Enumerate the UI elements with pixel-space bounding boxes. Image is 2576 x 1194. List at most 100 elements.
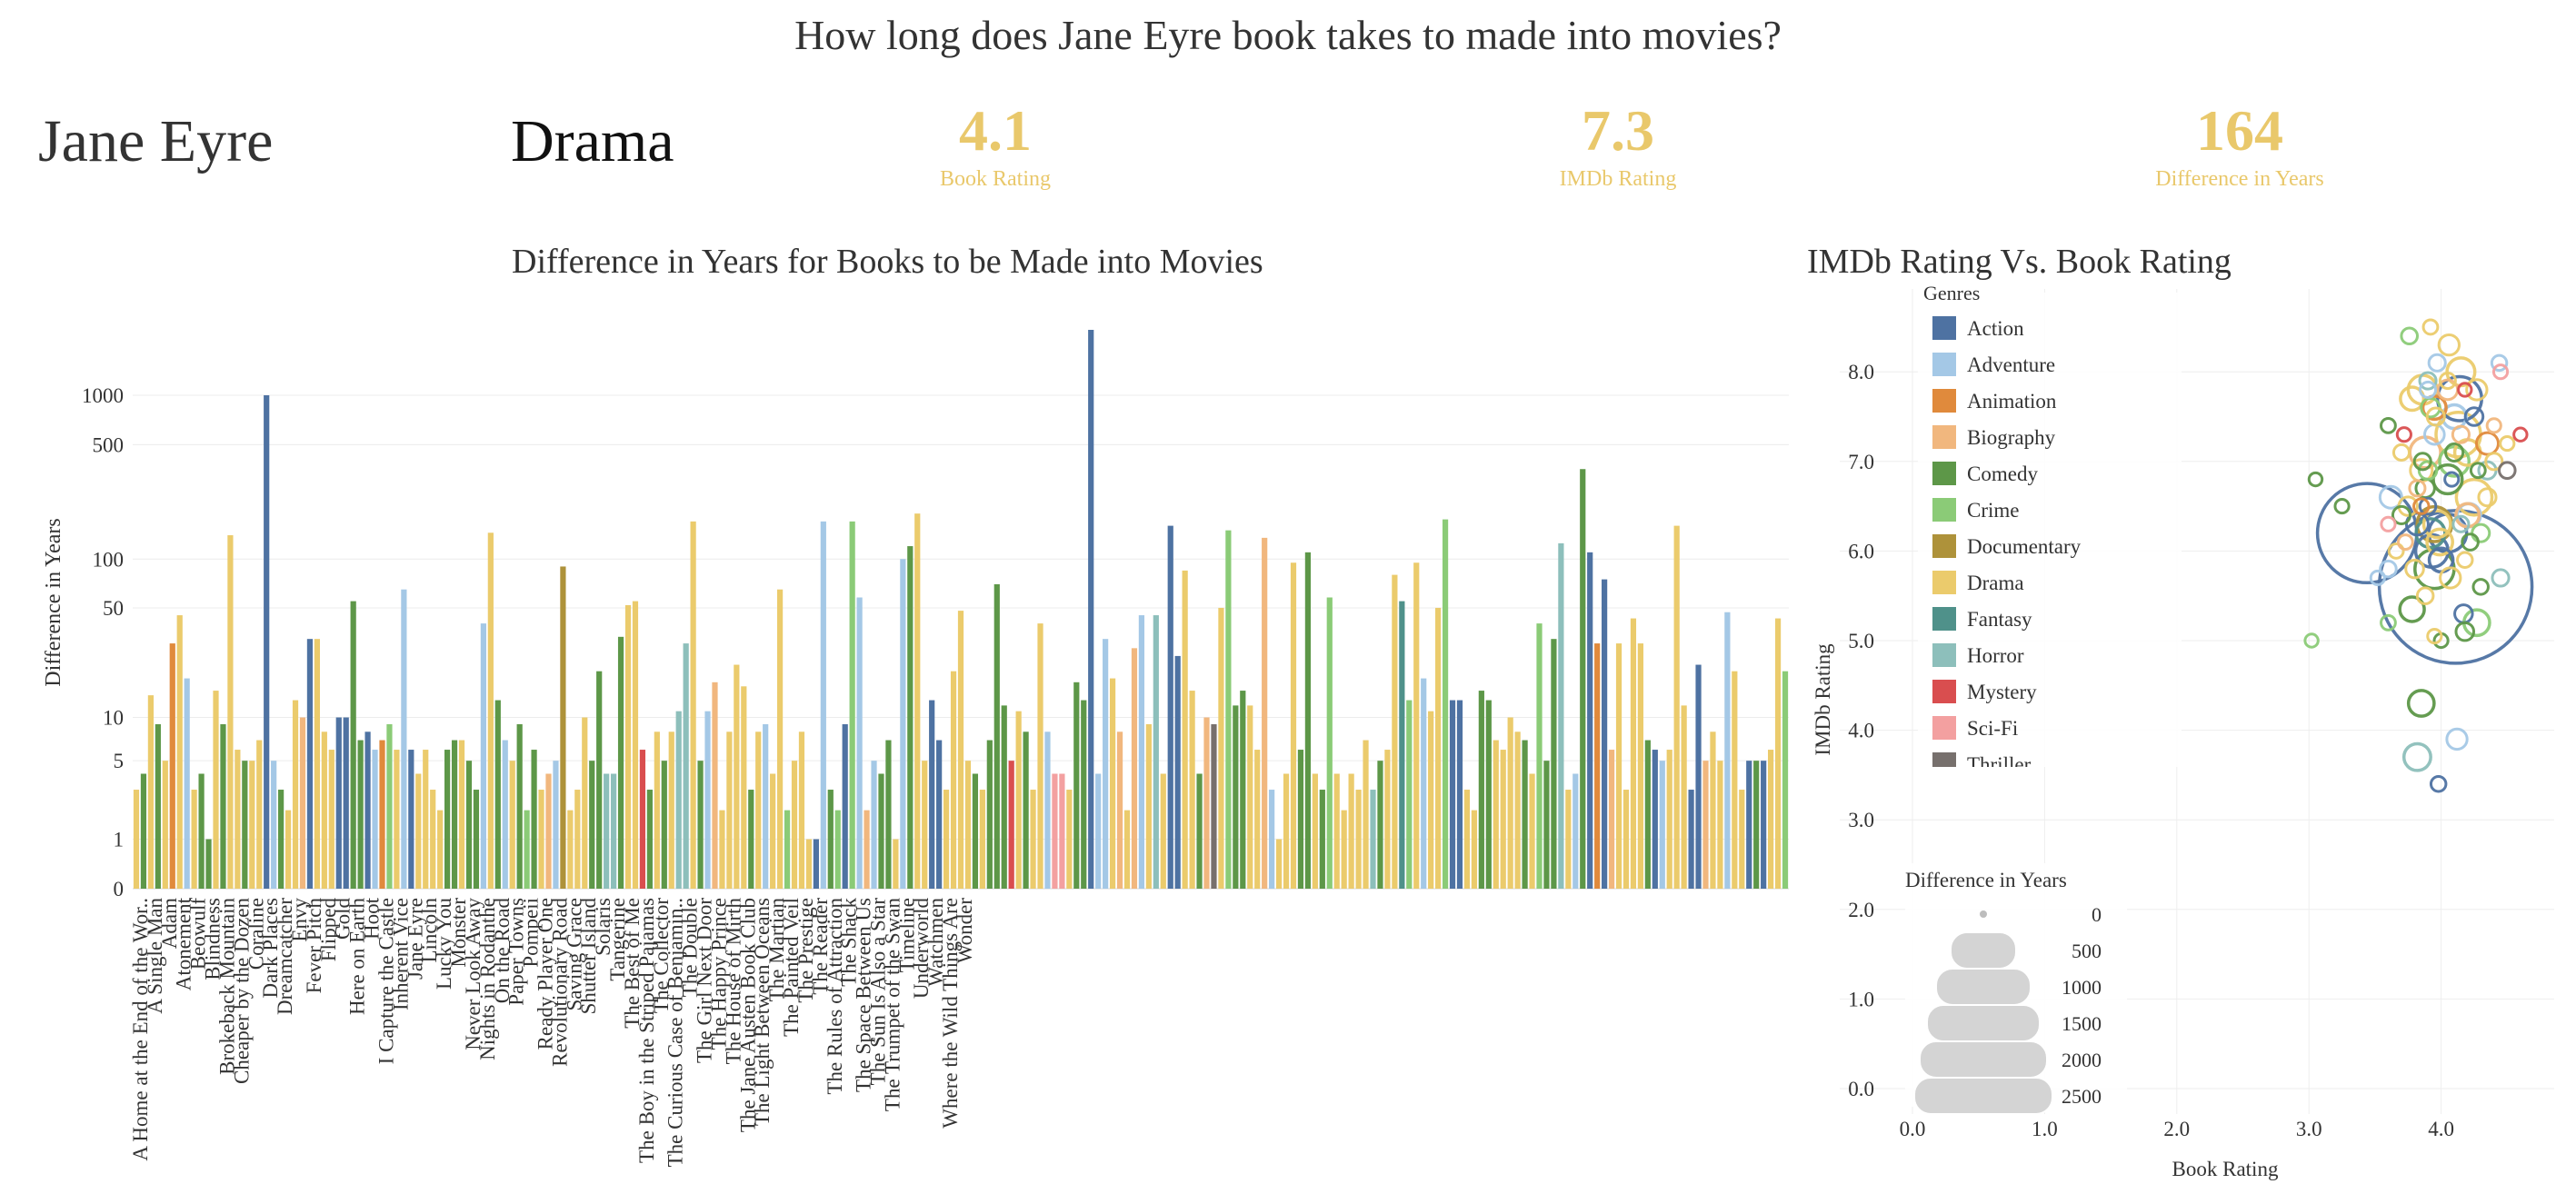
bar-category-label: A Home at the End of the Wor.. (129, 898, 152, 1161)
bar (1297, 750, 1304, 889)
bar (1456, 700, 1463, 889)
bar (1724, 612, 1731, 889)
bar-category-label: Revolutionary Road (548, 898, 571, 1067)
legend-item-label: Documentary (1967, 535, 2082, 558)
bar (285, 810, 292, 889)
bar-ytick-label: 100 (93, 548, 125, 571)
scatter-point (2380, 416, 2397, 434)
bar (943, 790, 950, 889)
bar (690, 521, 696, 889)
bar-category-label: Pompeii (520, 898, 543, 968)
scatter-point (2490, 353, 2509, 373)
bar-category-label: Atonement (173, 897, 195, 990)
bar (1471, 810, 1478, 889)
scatter-ytick-label: 1.0 (1848, 988, 1874, 1010)
bar (1500, 750, 1506, 889)
bar-category-label: Fever Pitch (303, 898, 325, 994)
bar (1174, 655, 1181, 889)
bar (856, 597, 863, 889)
bar-category-label: Where the Wild Things Are (939, 898, 962, 1129)
bar (335, 717, 342, 889)
bar (1768, 750, 1774, 889)
size-legend-label: 1500 (2062, 1012, 2102, 1035)
scatter-x-axis-label: Book Rating (2172, 1158, 2279, 1180)
bar (878, 773, 884, 889)
kpi-book-rating-value: 4.1 (959, 98, 1032, 163)
legend-item-label: Comedy (1967, 463, 2038, 485)
bar (1551, 639, 1557, 889)
bar (249, 761, 255, 889)
bar-ytick-label: 1 (114, 829, 125, 851)
scatter-point (2307, 471, 2324, 488)
bar (242, 761, 248, 889)
bar-category-label: The Best of Me (621, 898, 644, 1029)
size-legend-circle (1935, 968, 2032, 1006)
scatter-point (2396, 533, 2414, 551)
bar (805, 839, 813, 889)
bar (849, 521, 855, 889)
bar (1030, 790, 1036, 889)
bar (1463, 790, 1471, 889)
bar (632, 601, 639, 889)
bar (162, 761, 168, 889)
legend-item-label: Thriller (1967, 753, 2032, 776)
bar (1732, 671, 1738, 889)
bar (907, 546, 914, 889)
bar (798, 731, 805, 889)
legend-swatch (1932, 752, 1956, 767)
bar (1449, 700, 1456, 889)
bar (582, 717, 588, 889)
bar (820, 521, 826, 889)
bar-category-label: Blindness (202, 898, 225, 980)
legend-item-label: Fantasy (1967, 608, 2032, 631)
legend-swatch (1932, 389, 1956, 413)
scatter-point (2406, 689, 2436, 718)
scatter-point (2512, 426, 2529, 443)
bar (1123, 810, 1131, 889)
bar (834, 810, 841, 889)
bar (979, 790, 985, 889)
bar (531, 750, 537, 889)
size-legend-circle (1950, 931, 2017, 970)
bar-ytick-label: 5 (114, 750, 125, 772)
bar (191, 790, 197, 889)
bar-category-label: Timeline (895, 898, 918, 972)
bar-category-label: The Sun Is Also a Star (867, 898, 890, 1086)
scatter-point (2303, 632, 2320, 649)
bar-category-label: The Collector (650, 898, 673, 1013)
scatter-point (2398, 595, 2426, 623)
kpi-difference-years-label: Difference in Years (2155, 167, 2324, 191)
bar (235, 750, 241, 889)
legend-swatch (1932, 643, 1956, 667)
bar-category-label: Brokeback Mountain (215, 898, 238, 1075)
bar-category-label: Gold (332, 898, 354, 940)
scatter-point (2378, 484, 2403, 510)
bar-category-label: Here on Earth (346, 898, 369, 1015)
bar (964, 761, 972, 889)
bar (386, 724, 393, 889)
bar-category-label: Flipped (317, 898, 340, 962)
bar-category-label: Cheaper by the Dozen (230, 898, 253, 1085)
bar (140, 773, 147, 889)
bar (444, 750, 451, 889)
bar (169, 643, 175, 889)
scatter-point (2437, 333, 2461, 357)
bar (610, 773, 617, 889)
bar (624, 604, 632, 889)
bar-category-label: The Boy in the Striped Pajamas (635, 898, 658, 1163)
legend-item-label: Horror (1967, 644, 2024, 667)
legend-item-label: Action (1967, 317, 2024, 340)
size-legend-label: 1000 (2062, 976, 2102, 999)
bar (516, 724, 523, 889)
dashboard-title: How long does Jane Eyre book takes to ma… (794, 12, 1782, 58)
scatter-point (2427, 353, 2447, 373)
scatter-xtick-label: 4.0 (2428, 1118, 2454, 1140)
bar (1413, 562, 1420, 889)
kpi-imdb-rating: 7.3 IMDb Rating (1436, 96, 1800, 192)
legend-item-label: Sci-Fi (1967, 717, 2018, 740)
bar (1442, 519, 1449, 889)
scatter-point (2369, 569, 2386, 587)
scatter-xtick-label: 0.0 (1900, 1118, 1926, 1140)
book-name: Jane Eyre (38, 108, 274, 174)
bar (1001, 705, 1007, 889)
